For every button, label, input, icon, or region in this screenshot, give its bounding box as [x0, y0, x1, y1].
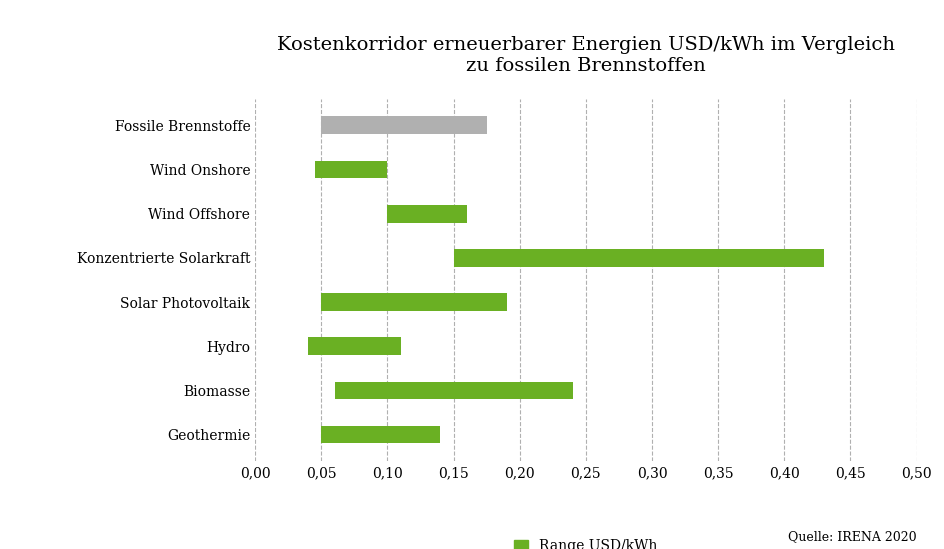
Bar — [308, 338, 400, 355]
Text: Quelle: IRENA 2020: Quelle: IRENA 2020 — [787, 530, 916, 544]
Bar — [321, 293, 506, 311]
Legend: Range USD/kWh: Range USD/kWh — [508, 533, 663, 549]
Bar — [334, 382, 572, 399]
Title: Kostenkorridor erneuerbarer Energien USD/kWh im Vergleich
zu fossilen Brennstoff: Kostenkorridor erneuerbarer Energien USD… — [277, 36, 894, 75]
Bar — [314, 161, 387, 178]
Bar — [321, 116, 486, 134]
Bar — [453, 249, 823, 267]
Bar — [387, 205, 466, 222]
Bar — [321, 426, 440, 444]
